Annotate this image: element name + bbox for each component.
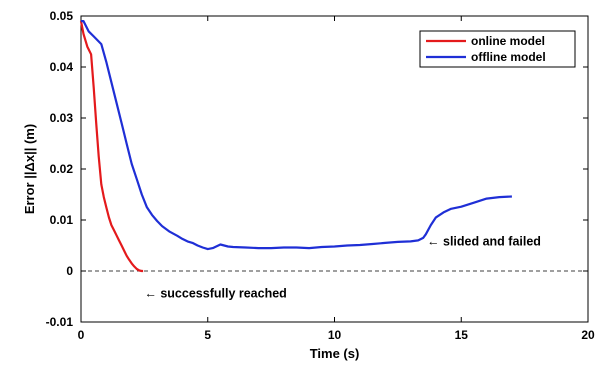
y-tick-label: 0 — [66, 264, 73, 278]
legend-label-offline: offline model — [471, 50, 546, 64]
y-tick-label: 0.05 — [50, 9, 74, 23]
legend-box — [419, 30, 576, 68]
series-lines — [79, 20, 512, 273]
y-tick-label: 0.02 — [50, 162, 74, 176]
x-axis-title: Time (s) — [310, 346, 360, 361]
y-tick-label: 0.04 — [50, 60, 74, 74]
legend: online model offline model — [419, 30, 576, 68]
annotations: ← slided and failed ← successfully reache… — [144, 234, 541, 300]
y-tick-label: 0.01 — [50, 213, 74, 227]
x-tick-label: 20 — [581, 328, 595, 342]
x-tick-label: 10 — [328, 328, 342, 342]
x-tick-label: 0 — [78, 328, 85, 342]
legend-label-online: online model — [471, 34, 545, 48]
y-tick-label: 0.03 — [50, 111, 74, 125]
x-tick-label: 15 — [455, 328, 469, 342]
series-line-offline — [81, 20, 512, 251]
y-axis-title: Error ||Δx|| (m) — [22, 124, 37, 214]
axis-ticks: 0 5 10 15 20 -0.01 0 0.01 0.02 0.03 0.04 0.05 — [46, 9, 595, 342]
x-tick-label: 5 — [204, 328, 211, 342]
y-tick-label: -0.01 — [46, 315, 74, 329]
annotation-reached: ← successfully reached — [144, 286, 286, 300]
annotation-failed: ← slided and failed — [427, 234, 541, 248]
series-line-online — [79, 20, 144, 273]
